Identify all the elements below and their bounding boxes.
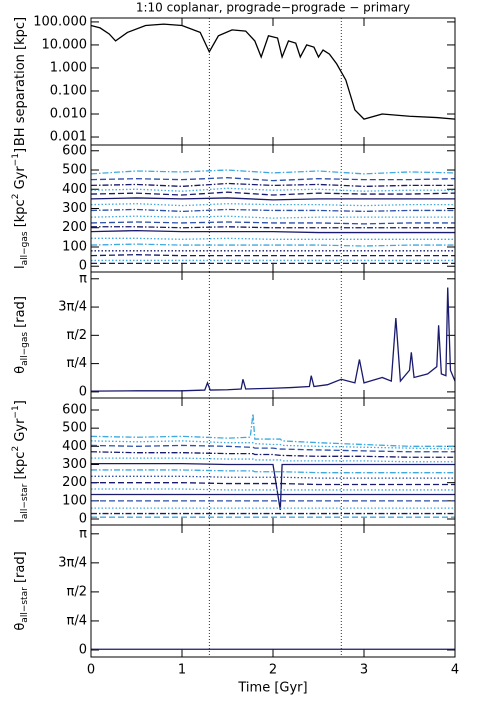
y-axis-label-part: 2 — [11, 194, 21, 200]
y-tick-label: 500 — [62, 421, 87, 436]
y-axis-label-part: ] — [13, 400, 28, 405]
data-line — [90, 203, 455, 207]
y-tick-label: 400 — [62, 182, 87, 197]
data-line — [90, 215, 455, 219]
y-axis-label-part: all−star — [20, 483, 30, 519]
y-tick-label: 600 — [62, 143, 87, 158]
y-axis-label: BH separation [kpc] — [13, 17, 28, 146]
y-tick-label: 0 — [79, 384, 87, 399]
x-axis-label: Time [Gyr] — [237, 681, 307, 696]
y-axis-label-part: all−star — [20, 587, 30, 623]
y-tick-label: 300 — [62, 201, 87, 216]
y-tick-label: 0 — [79, 642, 87, 657]
y-tick-label: 300 — [62, 457, 87, 472]
y-axis-label: lall−star [kpc2 Gyr−1] — [11, 400, 30, 523]
data-line — [90, 187, 455, 192]
y-axis-label-part: −1 — [11, 153, 21, 166]
data-line — [90, 287, 456, 392]
data-line — [90, 177, 456, 182]
y-axis-label-part: [rad] — [13, 551, 28, 587]
y-axis-label-part: Gyr — [13, 418, 28, 446]
plot-frame — [90, 144, 456, 273]
x-tick-label: 4 — [451, 663, 459, 678]
data-line — [91, 226, 455, 229]
y-tick-label: 100 — [62, 239, 87, 254]
y-axis-label: θall−star [rad] — [13, 551, 30, 630]
data-line — [90, 197, 455, 201]
y-tick-label: π/4 — [67, 356, 87, 371]
data-line — [90, 254, 455, 257]
y-tick-label: 600 — [62, 402, 87, 417]
y-tick-label: 500 — [62, 163, 87, 178]
data-line — [91, 488, 455, 491]
y-axis-label-part: [kpc — [13, 452, 28, 484]
y-tick-label: 0.001 — [50, 130, 87, 145]
y-axis-label-part: BH separation [kpc] — [13, 17, 28, 146]
y-tick-label: 100.000 — [33, 14, 87, 29]
y-tick-label: 0.100 — [50, 83, 87, 98]
data-line — [90, 229, 455, 234]
y-axis-label-part: l — [13, 519, 28, 523]
y-tick-label: 200 — [62, 475, 87, 490]
data-line — [90, 208, 455, 213]
data-line — [90, 413, 455, 447]
y-tick-label: π/2 — [67, 328, 87, 343]
y-tick-label: 200 — [62, 220, 87, 235]
data-line — [90, 451, 455, 458]
x-tick-label: 0 — [87, 663, 95, 678]
y-axis-label-part: θ — [13, 623, 28, 631]
y-axis-label-part: [rad] — [13, 296, 28, 332]
y-axis-label-part: ] — [13, 148, 28, 153]
y-tick-label: π — [79, 526, 87, 541]
data-line — [91, 462, 455, 511]
y-axis-label: θall−gas [rad] — [13, 296, 30, 374]
data-line — [90, 23, 456, 120]
plot-frame — [90, 397, 456, 526]
data-line — [91, 482, 455, 486]
x-tick-label: 3 — [360, 663, 368, 678]
y-tick-label: 3π/4 — [58, 555, 87, 570]
y-tick-label: 10.000 — [42, 37, 88, 52]
y-tick-label: 0 — [79, 259, 87, 274]
y-tick-label: π/4 — [67, 613, 87, 628]
y-axis-label-part: −1 — [11, 405, 21, 418]
data-line — [90, 444, 455, 453]
x-tick-label: 1 — [178, 663, 186, 678]
y-tick-label: 0 — [79, 512, 87, 527]
y-tick-label: 3π/4 — [58, 300, 87, 315]
data-line — [90, 191, 456, 196]
data-line — [90, 243, 455, 247]
y-tick-label: π — [79, 271, 87, 286]
y-tick-label: 0.010 — [50, 106, 87, 121]
data-line — [91, 237, 455, 240]
x-tick-label: 2 — [269, 663, 277, 678]
chart-title: 1:10 coplanar, prograde−prograde − prima… — [136, 1, 410, 15]
data-line — [91, 475, 455, 479]
y-axis-label-part: [kpc — [13, 199, 28, 231]
y-tick-label: π/2 — [67, 584, 87, 599]
y-axis-label-part: all−gas — [20, 231, 30, 265]
data-line — [91, 457, 455, 463]
y-axis-label: lall−gas [kpc2 Gyr−1] — [11, 148, 30, 269]
y-tick-label: 400 — [62, 439, 87, 454]
y-axis-label-part: Gyr — [13, 166, 28, 194]
y-tick-label: 100 — [62, 493, 87, 508]
y-axis-label-part: 2 — [11, 446, 21, 452]
data-line — [90, 440, 456, 450]
plot-frame — [90, 524, 456, 658]
y-tick-label: 1.000 — [50, 60, 87, 75]
y-axis-label-part: θ — [13, 366, 28, 374]
data-line — [91, 469, 455, 474]
data-line — [90, 182, 455, 188]
y-axis-label-part: l — [13, 265, 28, 269]
data-line — [90, 221, 455, 225]
y-axis-label-part: all−gas — [20, 332, 30, 366]
data-line — [90, 169, 456, 175]
